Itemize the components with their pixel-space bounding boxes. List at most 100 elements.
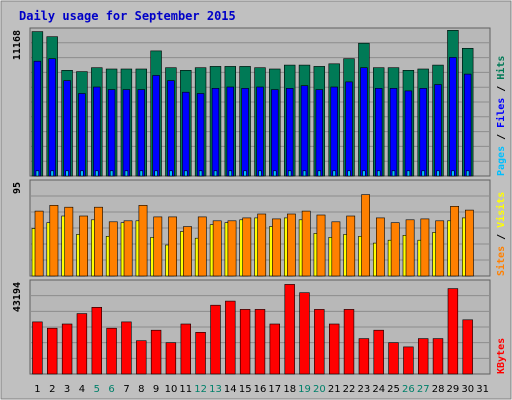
day-label-19: 19: [298, 384, 311, 395]
day-label-18: 18: [283, 384, 296, 395]
bar-sites-day-8: [138, 205, 148, 277]
bar-pages-day-14: [228, 170, 232, 177]
bar-sites-day-14: [227, 220, 237, 277]
bar-pages-day-5: [95, 170, 99, 177]
day-label-25: 25: [387, 384, 400, 395]
bar-kbytes-day-10: [165, 342, 177, 375]
bar-sites-day-5: [94, 206, 103, 277]
bar-pages-day-25: [391, 170, 396, 177]
bar-files-day-16: [256, 86, 264, 177]
day-label-24: 24: [372, 384, 385, 395]
day-label-28: 28: [432, 384, 445, 395]
legend-visits: Visits: [495, 192, 507, 228]
bar-sites-day-11: [183, 226, 192, 277]
bar-pages-day-19: [302, 170, 307, 177]
bar-files-day-14: [226, 86, 234, 177]
day-label-9: 9: [153, 384, 159, 395]
bar-files-day-17: [271, 89, 279, 177]
bar-files-day-12: [196, 93, 205, 177]
bar-files-day-9: [152, 75, 160, 177]
bar-pages-day-2: [50, 170, 54, 177]
series-legend: KBytes: [496, 338, 507, 374]
bar-kbytes-day-9: [150, 329, 162, 375]
bar-sites-day-16: [257, 213, 267, 277]
day-label-20: 20: [313, 384, 326, 395]
bar-sites-day-22: [346, 215, 356, 277]
bar-kbytes-day-17: [269, 323, 280, 375]
bar-pages-day-17: [273, 170, 277, 177]
day-label-2: 2: [49, 384, 55, 395]
bar-kbytes-day-23: [358, 338, 370, 375]
bar-pages-day-23: [362, 170, 366, 177]
bar-pages-day-12: [198, 170, 203, 177]
day-label-5: 5: [94, 384, 100, 395]
day-label-30: 30: [461, 384, 474, 395]
bar-pages-day-29: [451, 170, 455, 177]
day-axis-labels: 1 2 3 4 5 6 7 8 9 10 11 12 13 14 15 16 17 18 19 20 21 22 23 24 2…: [34, 384, 489, 395]
bar-pages-day-16: [258, 170, 262, 177]
bar-sites-day-3: [64, 206, 74, 277]
day-label-1: 1: [34, 384, 40, 395]
bar-files-day-10: [167, 80, 175, 177]
day-label-12: 12: [194, 384, 207, 395]
bar-pages-day-20: [317, 170, 321, 177]
panel-2: 95 Sites / Visits: [12, 179, 507, 277]
bar-kbytes-day-18: [284, 284, 295, 375]
bar-sites-day-10: [168, 216, 177, 277]
bar-sites-day-4: [79, 215, 88, 277]
bar-kbytes-day-13: [210, 304, 221, 375]
bar-files-day-7: [122, 89, 131, 177]
bar-files-day-3: [63, 80, 71, 177]
bar-files-day-24: [374, 88, 383, 177]
day-label-7: 7: [123, 384, 129, 395]
day-label-17: 17: [268, 384, 281, 395]
bar-files-day-23: [360, 67, 368, 177]
bar-sites-day-13: [212, 220, 222, 277]
legend-separator: /: [496, 80, 507, 98]
day-label-23: 23: [358, 384, 371, 395]
day-label-8: 8: [138, 384, 144, 395]
bar-sites-day-28: [435, 220, 445, 277]
bar-kbytes-day-15: [239, 309, 251, 375]
bar-files-day-22: [345, 81, 353, 177]
day-label-29: 29: [447, 384, 460, 395]
bar-sites-day-15: [242, 217, 252, 277]
bar-sites-day-27: [420, 218, 430, 277]
bar-files-day-20: [315, 89, 323, 177]
bar-sites-day-9: [153, 216, 163, 277]
bar-kbytes-day-24: [373, 329, 384, 375]
legend-hits: Hits: [495, 56, 507, 80]
bar-pages-day-7: [124, 170, 129, 177]
bar-sites-day-29: [450, 206, 459, 277]
bar-pages-day-24: [376, 170, 381, 177]
panel-1: 11168 Pages / Files / Hits: [12, 27, 507, 177]
bar-kbytes-day-12: [195, 331, 206, 375]
legend-kbytes: KBytes: [496, 338, 507, 374]
bar-kbytes-day-11: [180, 323, 191, 375]
bar-sites-day-23: [361, 194, 370, 277]
bar-kbytes-day-7: [121, 321, 132, 375]
bar-kbytes-day-20: [314, 309, 325, 375]
day-label-11: 11: [179, 384, 192, 395]
bar-files-day-28: [434, 84, 442, 177]
bar-files-day-29: [449, 57, 457, 177]
legend-separator: /: [496, 228, 507, 246]
bar-kbytes-day-5: [91, 306, 103, 375]
bar-files-day-21: [330, 86, 338, 177]
bar-kbytes-day-16: [254, 309, 266, 375]
bar-sites-day-24: [375, 217, 385, 277]
bar-sites-day-7: [123, 220, 133, 277]
bar-files-day-13: [211, 88, 220, 177]
bar-sites-day-2: [49, 205, 59, 277]
bar-kbytes-day-1: [32, 321, 43, 375]
bar-kbytes-day-25: [388, 342, 399, 375]
bar-files-day-6: [107, 89, 116, 177]
chart-panels: 11168 Pages / Files / Hits 95 Sites / Visit…: [12, 27, 507, 375]
bar-pages-day-13: [213, 170, 218, 177]
day-label-4: 4: [79, 384, 85, 395]
day-label-14: 14: [224, 384, 237, 395]
bar-pages-day-22: [347, 170, 351, 177]
day-label-31: 31: [476, 384, 489, 395]
bar-pages-day-26: [406, 170, 411, 177]
